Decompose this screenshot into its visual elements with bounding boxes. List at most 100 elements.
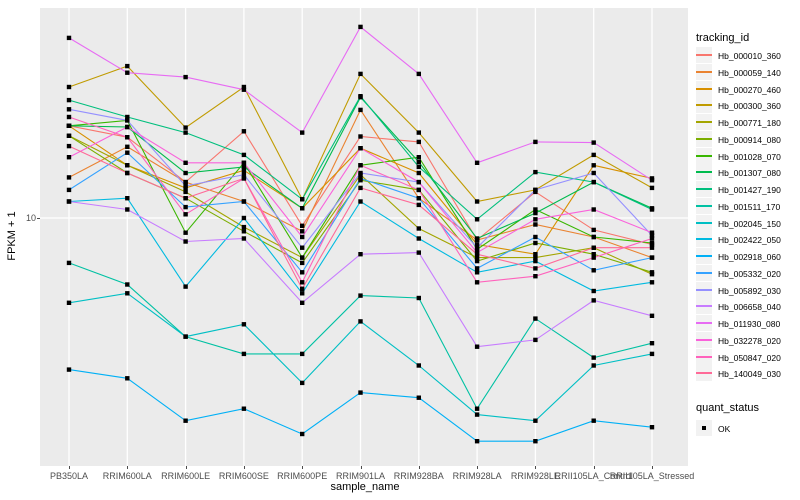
data-point (183, 189, 188, 195)
data-point (66, 199, 72, 204)
data-point (358, 176, 363, 181)
data-point (125, 63, 130, 69)
legend-title-tracking-id: tracking_id (696, 32, 750, 44)
data-point (300, 229, 305, 234)
data-point (358, 24, 363, 30)
legend-key-line-icon (696, 221, 712, 224)
plot-panel (40, 8, 688, 471)
legend-key-line-icon (696, 87, 712, 90)
data-point (474, 255, 480, 260)
data-point (241, 168, 247, 173)
data-point (474, 280, 480, 285)
legend-key-line-icon (696, 255, 712, 257)
data-point (300, 280, 305, 285)
legend-key-line-icon (696, 322, 712, 324)
legend-key-line-icon (696, 137, 712, 140)
legend-key (696, 348, 712, 365)
data-point (533, 210, 538, 216)
data-point (416, 164, 421, 170)
data-point (125, 196, 130, 201)
legend-key (696, 147, 712, 164)
legend: tracking_id Hb_000010_360 Hb_000059_140 Hb… (694, 0, 800, 500)
data-point (241, 236, 247, 241)
data-point (474, 199, 480, 204)
data-point (183, 125, 188, 130)
legend-key (696, 97, 712, 114)
legend-key (696, 315, 712, 331)
data-point (591, 298, 596, 303)
data-point (300, 431, 305, 437)
data-point (183, 170, 188, 176)
data-point (591, 152, 596, 158)
data-point (649, 280, 655, 285)
data-point (66, 84, 72, 90)
x-tick-label: RRIM928BA (393, 471, 444, 481)
data-point (183, 230, 188, 235)
legend-item-label: Hb_002918_060 (718, 252, 781, 262)
legend-item-label: Hb_140049_030 (718, 369, 781, 380)
x-tick-mark (127, 466, 129, 469)
data-point (649, 233, 655, 238)
data-point (533, 169, 538, 175)
data-point (474, 439, 480, 444)
legend-key-line-icon (696, 70, 712, 73)
x-tick-label: RRIM600LA (102, 471, 152, 481)
data-point (533, 255, 538, 260)
data-point (241, 172, 247, 177)
y-axis-tick-label: 10 (25, 213, 36, 223)
data-point (591, 163, 596, 168)
data-point (241, 160, 247, 165)
data-point (66, 187, 72, 193)
legend-key-point-icon (702, 426, 706, 430)
data-point (591, 227, 596, 233)
data-point (125, 114, 130, 120)
data-point (300, 223, 305, 228)
data-point (649, 270, 655, 275)
data-point (300, 300, 305, 305)
data-point (241, 129, 247, 134)
data-point (300, 286, 305, 291)
data-point (416, 170, 421, 176)
legend-key-line-icon (696, 104, 712, 107)
data-point (649, 185, 655, 191)
data-point (358, 390, 363, 395)
data-point (125, 291, 130, 296)
data-point (66, 133, 72, 138)
legend-item-label: Hb_000270_460 (718, 84, 781, 95)
data-point (66, 143, 72, 149)
data-point (241, 229, 247, 234)
legend-item-label: Hb_005892_030 (718, 285, 781, 296)
data-point (474, 252, 480, 257)
x-axis-title: sample_name (330, 481, 400, 493)
data-point (66, 155, 72, 160)
data-point (474, 242, 480, 247)
y-axis-title: FPKM + 1 (6, 211, 18, 261)
data-point (66, 300, 72, 305)
data-point (241, 199, 247, 204)
legend-item-label: Hb_005332_020 (718, 268, 781, 279)
data-point (474, 266, 480, 271)
legend-key (696, 63, 712, 80)
x-tick-mark (477, 466, 479, 469)
x-tick-mark (593, 466, 595, 469)
data-point (183, 334, 188, 339)
data-point (474, 270, 480, 275)
data-point (533, 234, 538, 240)
legend-item-label: Hb_000059_140 (718, 67, 781, 78)
legend-item-label: Hb_006658_040 (718, 302, 781, 313)
legend-item-label: Hb_001028_070 (718, 151, 781, 162)
data-point (533, 187, 538, 193)
x-tick-label: RRIM600PE (277, 471, 328, 481)
data-point (241, 224, 247, 230)
x-tick-label: RRII105LA_Stressed (609, 471, 695, 481)
panel-background (40, 8, 688, 466)
legend-item-label: Hb_000771_180 (718, 118, 781, 128)
legend-key-line-icon (696, 154, 712, 157)
data-point (474, 258, 480, 264)
data-point (416, 295, 421, 301)
data-point (300, 245, 305, 250)
x-tick-label: RRIM928LA (452, 471, 502, 481)
data-point (125, 163, 130, 168)
data-point (125, 144, 130, 149)
data-point (533, 222, 538, 227)
